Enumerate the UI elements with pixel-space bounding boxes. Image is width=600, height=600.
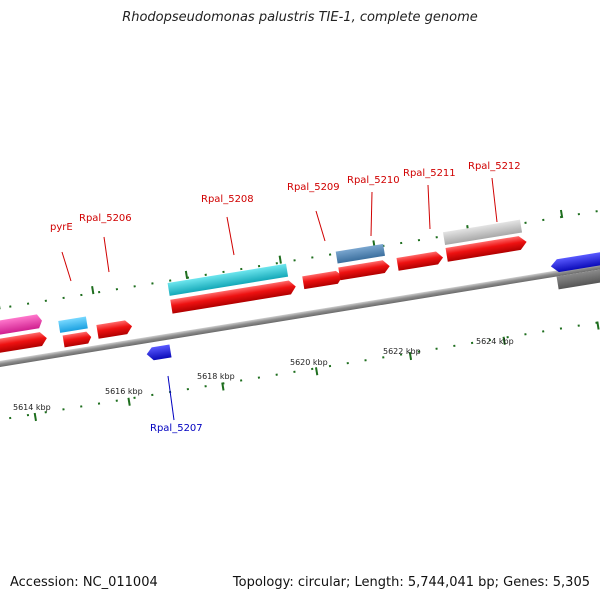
gene-reverse-grey[interactable] — [556, 263, 600, 290]
gene-label-Rpal_5208: Rpal_5208 — [201, 194, 254, 205]
gene-Rpal_5210[interactable] — [335, 243, 386, 264]
gene-pink-lower[interactable] — [0, 331, 48, 356]
gene-label-Rpal_5206: Rpal_5206 — [79, 213, 132, 224]
tick-label: 5624 kbp — [476, 337, 514, 346]
gene-label-Rpal_5207: Rpal_5207 — [150, 423, 203, 434]
tick-label: 5620 kbp — [290, 358, 328, 367]
gene-reverse-blue[interactable] — [550, 246, 600, 273]
outer-tick-row — [0, 201, 600, 320]
genome-meta-label: Topology: circular; Length: 5,744,041 bp… — [232, 575, 590, 590]
genome-title: Rhodopseudomonas palustris TIE-1, comple… — [122, 10, 478, 25]
accession-label: Accession: NC_011004 — [10, 575, 158, 590]
gene-Rpal_5211[interactable] — [396, 251, 444, 271]
gene-label-Rpal_5212: Rpal_5212 — [468, 161, 521, 172]
genome-backbone — [0, 254, 600, 376]
gene-Rpal_5208-cyan[interactable] — [167, 263, 289, 296]
inner-major-ticks — [33, 321, 600, 422]
leader-line-Rpal_5207 — [167, 375, 175, 421]
gene-Rpal_5210-red[interactable] — [338, 259, 390, 281]
gene-Rpal_5207[interactable] — [146, 344, 172, 362]
tick-label: 5622 kbp — [383, 347, 421, 356]
gene-label-Rpal_5209: Rpal_5209 — [287, 182, 340, 193]
inner-tick-row — [0, 310, 600, 428]
gene-label-Rpal_5210: Rpal_5210 — [347, 175, 400, 186]
gene-pyrE-red[interactable] — [62, 331, 93, 348]
gene-Rpal_5206[interactable] — [96, 319, 133, 339]
gene-pyrE[interactable] — [58, 316, 88, 333]
tick-label: 5616 kbp — [105, 387, 143, 396]
gene-Rpal_5209[interactable] — [302, 270, 344, 290]
leader-lines — [61, 177, 498, 282]
gene-label-Rpal_5211: Rpal_5211 — [403, 168, 456, 179]
gene-label-pyrE: pyrE — [50, 222, 73, 233]
tick-label: 5614 kbp — [13, 403, 51, 412]
gene-Rpal_5208[interactable] — [170, 280, 297, 314]
gene-Rpal_5212-grey[interactable] — [442, 219, 523, 246]
tick-label: 5618 kbp — [197, 372, 235, 381]
gene-pink-upper[interactable] — [0, 314, 43, 338]
gene-Rpal_5212[interactable] — [445, 235, 528, 262]
